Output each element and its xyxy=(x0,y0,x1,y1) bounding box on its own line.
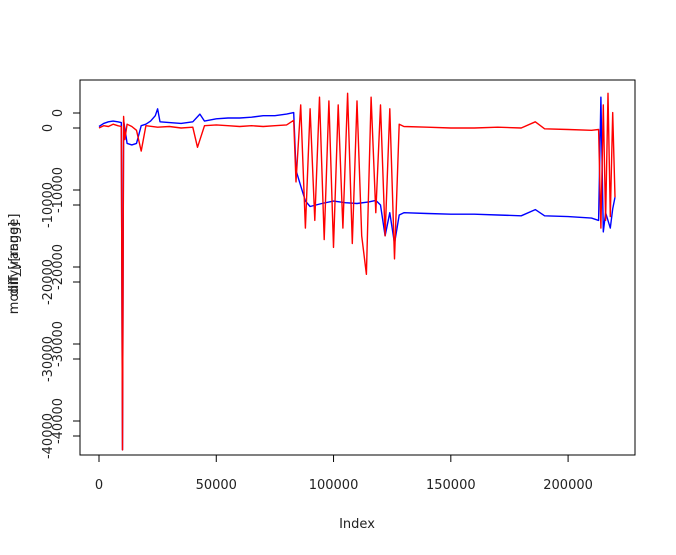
y-tick-label: -30000 xyxy=(41,336,56,382)
y-tick-label: -30000 xyxy=(51,321,66,367)
x-tick-label: 50000 xyxy=(196,478,237,493)
y-axis-secondary: 0 -10000 -20000 -30000 -40000 xyxy=(51,109,81,444)
y-tick-label: -10000 xyxy=(51,167,66,213)
y-tick-label: -40000 xyxy=(41,413,56,459)
y-tick-label: -40000 xyxy=(51,398,66,444)
y-axis-label-primary: modify[range] xyxy=(7,222,22,314)
x-tick-label: 150000 xyxy=(426,478,476,493)
y-tick-label: 0 xyxy=(51,109,66,117)
x-axis-label: Index xyxy=(339,517,375,532)
plot-lines xyxy=(98,92,616,451)
x-axis: 0 50000 100000 150000 200000 xyxy=(95,454,593,493)
y-tick-label: -20000 xyxy=(41,259,56,305)
series-line-red xyxy=(98,92,616,451)
x-tick-label: 100000 xyxy=(309,478,359,493)
y-tick-label: 0 xyxy=(41,124,56,132)
plot-frame xyxy=(79,79,636,456)
y-tick-label: -20000 xyxy=(51,244,66,290)
y-tick-label: -10000 xyxy=(41,182,56,228)
y-axis-label-secondary: diff_y[range] xyxy=(7,214,22,297)
x-tick-label: 200000 xyxy=(543,478,593,493)
y-axis-primary: 0 -10000 -20000 -30000 -40000 xyxy=(41,124,81,459)
x-tick-label: 0 xyxy=(95,478,103,493)
series-line-blue xyxy=(98,96,616,451)
